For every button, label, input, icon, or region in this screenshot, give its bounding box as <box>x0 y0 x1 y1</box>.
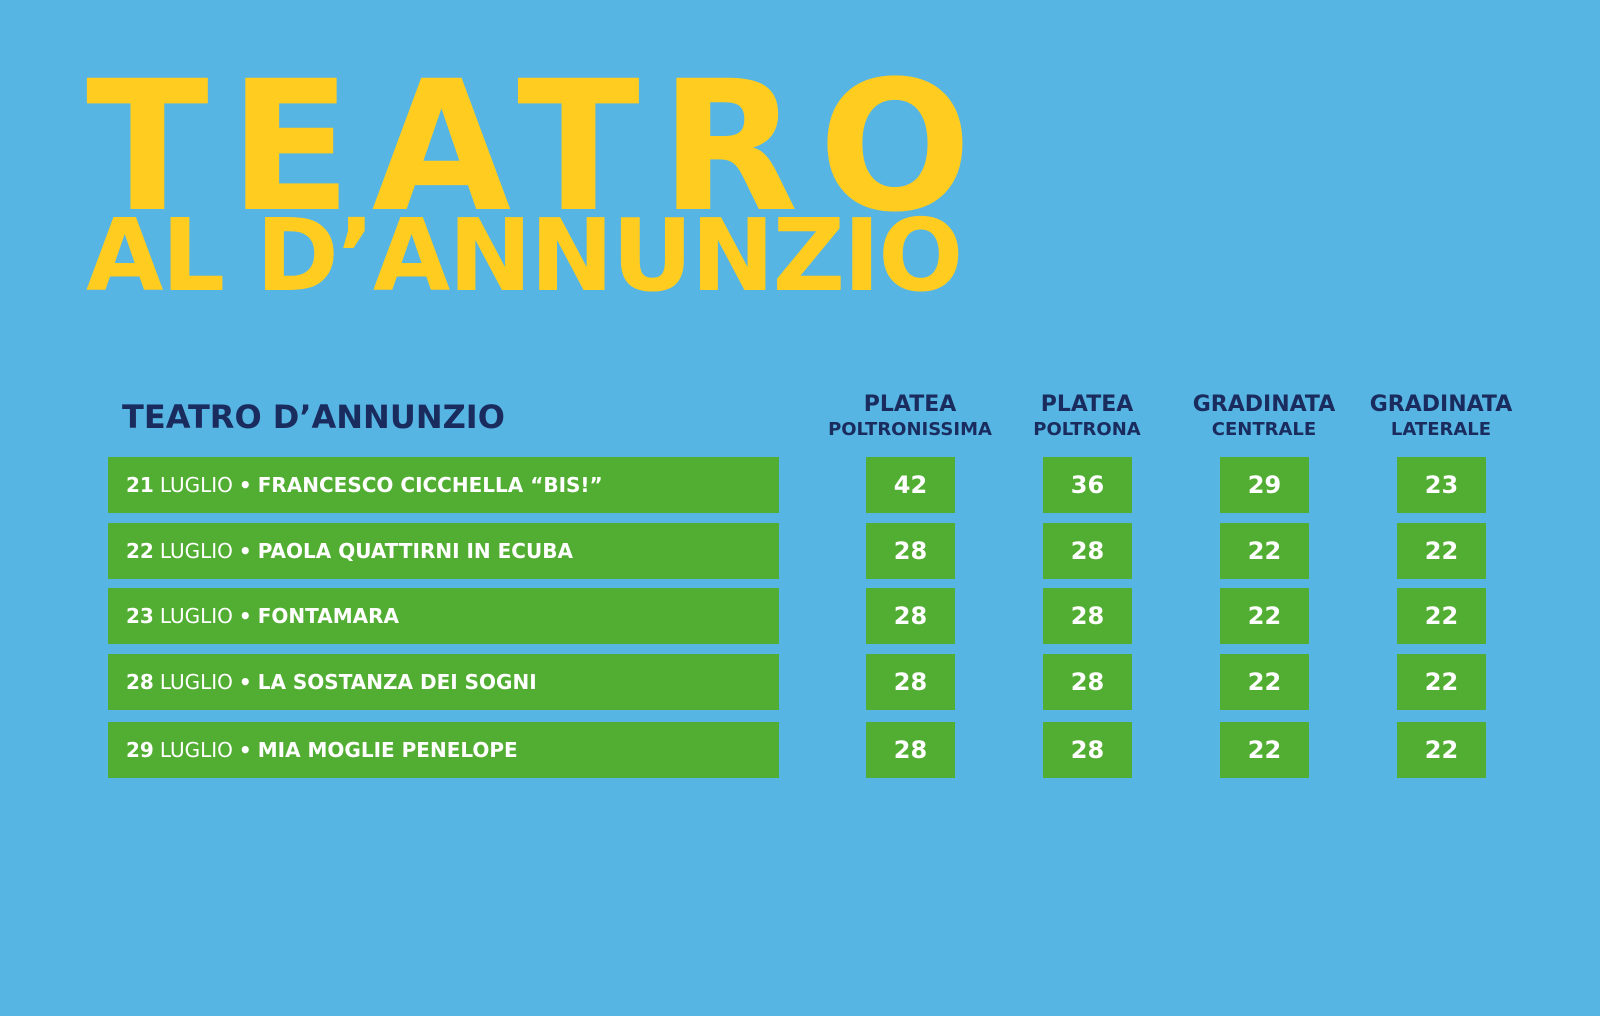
event-title: FRANCESCO CICCHELLA “BIS!” <box>257 473 603 497</box>
bullet-separator: • <box>238 539 252 563</box>
price-cell: 28 <box>866 588 955 644</box>
event-day: 21 <box>126 473 154 497</box>
column-header-platea-poltronissima: PLATEA POLTRONISSIMA <box>815 392 1005 442</box>
bullet-separator: • <box>238 604 252 628</box>
price-cell: 28 <box>866 523 955 579</box>
price-cell: 28 <box>866 722 955 778</box>
price-cell: 22 <box>1220 722 1309 778</box>
hero-title-line-1: TEATRO <box>86 43 992 252</box>
price-cell: 22 <box>1397 588 1486 644</box>
bullet-separator: • <box>238 473 252 497</box>
column-header-line-2: POLTRONISSIMA <box>828 419 992 440</box>
price-cell: 22 <box>1220 588 1309 644</box>
venue-heading: TEATRO D’ANNUNZIO <box>122 398 505 436</box>
event-month: LUGLIO <box>159 539 233 563</box>
event-row-label: 22 LUGLIO • PAOLA QUATTIRNI IN ECUBA <box>108 523 779 579</box>
column-header-platea-poltrona: PLATEA POLTRONA <box>992 392 1182 442</box>
event-row-label: 29 LUGLIO • MIA MOGLIE PENELOPE <box>108 722 779 778</box>
price-cell: 22 <box>1220 654 1309 710</box>
event-day: 22 <box>126 539 154 563</box>
hero-title-line-2: AL D’ANNUNZIO <box>86 197 963 314</box>
price-cell: 28 <box>1043 654 1132 710</box>
price-cell: 28 <box>1043 722 1132 778</box>
bullet-separator: • <box>238 738 252 762</box>
column-header-line-2: POLTRONA <box>1033 419 1141 440</box>
column-header-gradinata-centrale: GRADINATA CENTRALE <box>1169 392 1359 442</box>
price-cell: 36 <box>1043 457 1132 513</box>
event-month: LUGLIO <box>159 738 233 762</box>
column-header-line-1: PLATEA <box>863 392 957 417</box>
event-title: PAOLA QUATTIRNI IN ECUBA <box>257 539 573 563</box>
price-cell: 22 <box>1397 722 1486 778</box>
event-row-label: 28 LUGLIO • LA SOSTANZA DEI SOGNI <box>108 654 779 710</box>
event-month: LUGLIO <box>159 604 233 628</box>
event-row-label: 23 LUGLIO • FONTAMARA <box>108 588 779 644</box>
column-header-line-2: LATERALE <box>1390 419 1492 440</box>
price-cell: 22 <box>1397 523 1486 579</box>
column-header-line-1: PLATEA <box>1040 392 1134 417</box>
event-month: LUGLIO <box>159 670 233 694</box>
event-day: 28 <box>126 670 154 694</box>
event-title: MIA MOGLIE PENELOPE <box>257 738 518 762</box>
price-cell: 29 <box>1220 457 1309 513</box>
event-month: LUGLIO <box>159 473 233 497</box>
event-row-label: 21 LUGLIO • FRANCESCO CICCHELLA “BIS!” <box>108 457 779 513</box>
price-cell: 22 <box>1397 654 1486 710</box>
event-day: 29 <box>126 738 154 762</box>
price-cell: 28 <box>1043 588 1132 644</box>
price-cell: 42 <box>866 457 955 513</box>
price-cell: 28 <box>866 654 955 710</box>
column-header-line-1: GRADINATA <box>1192 392 1336 417</box>
event-title: FONTAMARA <box>257 604 399 628</box>
column-header-gradinata-laterale: GRADINATA LATERALE <box>1346 392 1536 442</box>
price-cell: 28 <box>1043 523 1132 579</box>
price-cell: 23 <box>1397 457 1486 513</box>
event-day: 23 <box>126 604 154 628</box>
column-header-line-2: CENTRALE <box>1211 419 1317 440</box>
price-cell: 22 <box>1220 523 1309 579</box>
bullet-separator: • <box>238 670 252 694</box>
event-title: LA SOSTANZA DEI SOGNI <box>257 670 537 694</box>
column-header-line-1: GRADINATA <box>1369 392 1513 417</box>
